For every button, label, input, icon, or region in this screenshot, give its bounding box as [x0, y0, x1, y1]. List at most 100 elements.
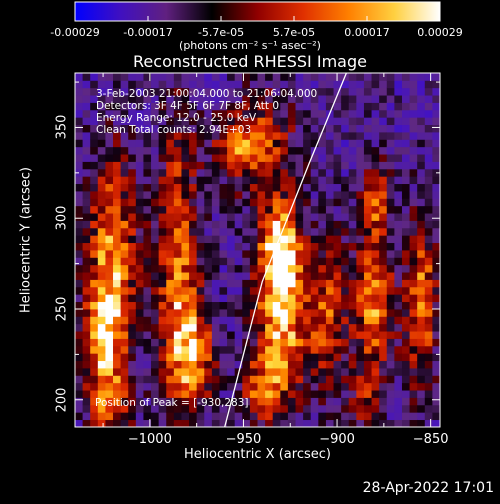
heatmap-cell	[409, 161, 418, 170]
heatmap-cell	[181, 213, 190, 221]
heatmap-cell	[348, 338, 357, 347]
heatmap-cell	[120, 117, 129, 126]
heatmap-cell	[158, 183, 167, 192]
heatmap-cell	[128, 301, 137, 310]
heatmap-cell	[82, 419, 91, 428]
heatmap-cell	[135, 286, 144, 295]
heatmap-cell	[249, 264, 258, 273]
heatmap-cell	[211, 220, 220, 229]
heatmap-cell	[356, 360, 365, 369]
heatmap-cell	[166, 301, 175, 310]
heatmap-cell	[173, 161, 182, 170]
heatmap-cell	[424, 382, 433, 391]
heatmap-cell	[158, 257, 167, 266]
heatmap-cell	[401, 360, 410, 369]
heatmap-cell	[363, 419, 372, 428]
heatmap-cell	[135, 109, 144, 118]
heatmap-cell	[303, 272, 312, 280]
heatmap-cell	[363, 404, 372, 413]
heatmap-cell	[166, 250, 175, 258]
heatmap-cell	[379, 279, 388, 288]
heatmap-cell	[249, 286, 258, 295]
heatmap-cell	[189, 95, 198, 103]
heatmap-cell	[303, 191, 312, 199]
heatmap-cell	[90, 294, 99, 303]
heatmap-cell	[113, 257, 122, 266]
heatmap-cell	[295, 264, 304, 273]
heatmap-cell	[211, 286, 220, 295]
heatmap-cell	[325, 73, 334, 81]
heatmap-cell	[394, 375, 403, 384]
heatmap-cell	[325, 382, 334, 391]
heatmap-cell	[348, 390, 357, 398]
heatmap-cell	[409, 132, 418, 140]
heatmap-cell	[105, 161, 114, 170]
info-clean-counts: Clean Total counts: 2.94E+03	[96, 124, 252, 136]
heatmap-cell	[394, 360, 403, 369]
timestamp: 28-Apr-2022 17:01	[362, 480, 494, 496]
heatmap-cell	[417, 316, 426, 325]
heatmap-cell	[356, 345, 365, 354]
heatmap-cell	[158, 272, 167, 280]
heatmap-cell	[348, 316, 357, 325]
heatmap-cell	[371, 301, 380, 310]
heatmap-cell	[204, 139, 213, 148]
heatmap-cell	[394, 397, 403, 406]
heatmap-cell	[356, 242, 365, 251]
heatmap-cell	[219, 220, 228, 229]
heatmap-cell	[151, 279, 160, 288]
heatmap-cell	[379, 390, 388, 398]
heatmap-cell	[356, 382, 365, 391]
heatmap-cell	[257, 183, 266, 192]
heatmap-cell	[151, 198, 160, 207]
heatmap-cell	[363, 191, 372, 199]
heatmap-cell	[386, 117, 395, 126]
heatmap-cell	[135, 419, 144, 428]
heatmap-cell	[173, 404, 182, 413]
heatmap-cell	[348, 161, 357, 170]
heatmap-cell	[333, 87, 342, 96]
heatmap-cell	[128, 198, 137, 207]
heatmap-cell	[151, 73, 160, 81]
heatmap-cell	[249, 205, 258, 214]
heatmap-cell	[181, 309, 190, 317]
heatmap-cell	[151, 154, 160, 162]
heatmap-cell	[234, 176, 243, 185]
heatmap-cell	[97, 404, 106, 413]
heatmap-cell	[379, 286, 388, 295]
heatmap-cell	[394, 80, 403, 89]
heatmap-cell	[242, 242, 251, 251]
heatmap-cell	[348, 117, 357, 126]
heatmap-cell	[333, 109, 342, 118]
heatmap-cell	[325, 183, 334, 192]
heatmap-cell	[249, 323, 258, 332]
heatmap-cell	[234, 309, 243, 317]
heatmap-cell	[318, 360, 327, 369]
heatmap-cell	[196, 264, 205, 273]
heatmap-cell	[211, 264, 220, 273]
heatmap-cell	[363, 139, 372, 148]
heatmap-cell	[348, 139, 357, 148]
heatmap-cell	[211, 419, 220, 428]
heatmap-cell	[166, 109, 175, 118]
heatmap-cell	[97, 345, 106, 354]
heatmap-cell	[303, 183, 312, 192]
heatmap-cell	[249, 80, 258, 89]
heatmap-cell	[272, 412, 281, 421]
heatmap-cell	[128, 264, 137, 273]
heatmap-cell	[401, 154, 410, 162]
heatmap-cell	[371, 227, 380, 236]
heatmap-cell	[113, 279, 122, 288]
heatmap-cell	[234, 331, 243, 339]
heatmap-cell	[196, 382, 205, 391]
heatmap-cell	[379, 154, 388, 162]
heatmap-cell	[272, 80, 281, 89]
heatmap-cell	[401, 412, 410, 421]
heatmap-cell	[82, 279, 91, 288]
heatmap-cell	[166, 257, 175, 266]
heatmap-cell	[401, 368, 410, 376]
heatmap-cell	[173, 198, 182, 207]
heatmap-cell	[196, 87, 205, 96]
heatmap-cell	[181, 345, 190, 354]
plot-frame	[74, 72, 441, 428]
